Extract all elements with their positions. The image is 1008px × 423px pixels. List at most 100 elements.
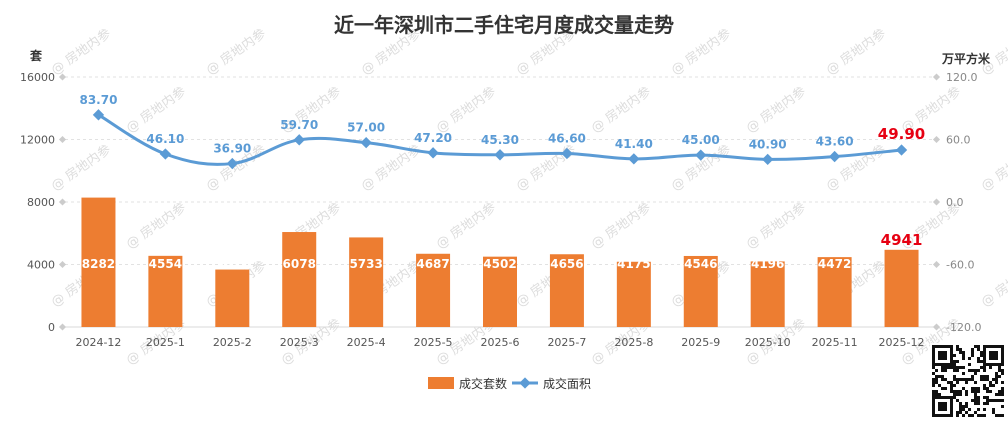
qr-module xyxy=(995,363,998,366)
qr-module xyxy=(944,396,947,399)
line-point xyxy=(360,136,372,149)
qr-module xyxy=(971,390,974,393)
line-value-label: 46.10 xyxy=(146,132,184,146)
legend-label-bar: 成交套数 xyxy=(459,376,507,391)
x-tick-label: 2025-7 xyxy=(547,336,586,349)
qr-module xyxy=(992,363,995,366)
qr-module xyxy=(947,366,950,369)
qr-module xyxy=(983,357,986,360)
qr-module xyxy=(980,414,983,417)
qr-module xyxy=(932,378,935,381)
line-point xyxy=(762,153,774,166)
qr-module xyxy=(932,360,935,363)
bar xyxy=(750,261,785,327)
qr-module xyxy=(962,357,965,360)
qr-module xyxy=(941,378,944,381)
qr-module xyxy=(962,387,965,390)
qr-module xyxy=(941,405,944,408)
qr-module xyxy=(950,396,953,399)
tick-marker xyxy=(932,135,941,144)
qr-module xyxy=(983,369,986,372)
qr-module xyxy=(950,363,953,366)
line-point xyxy=(293,134,305,146)
right-axis-unit: 万平方米 xyxy=(941,51,991,66)
bar-value-label: 5733 xyxy=(349,257,382,271)
qr-module xyxy=(962,408,965,411)
bar-value-label: 4687 xyxy=(416,257,449,271)
qr-module xyxy=(959,351,962,354)
qr-module xyxy=(953,384,956,387)
x-tick-label: 2025-11 xyxy=(812,336,858,349)
line-value-label: 36.90 xyxy=(213,142,251,156)
qr-module xyxy=(932,390,935,393)
qr-module xyxy=(989,357,992,360)
qr-module xyxy=(986,345,989,348)
qr-module xyxy=(965,378,968,381)
qr-module xyxy=(995,378,998,381)
qr-module xyxy=(962,414,965,417)
qr-module xyxy=(992,408,995,411)
qr-module xyxy=(944,351,947,354)
bar-value-label: 4546 xyxy=(684,257,717,271)
qr-module xyxy=(950,384,953,387)
watermark-text: @ 房地内参 xyxy=(978,142,1008,195)
qr-module xyxy=(1001,399,1004,402)
qr-module xyxy=(971,369,974,372)
tick-marker xyxy=(932,198,941,206)
line-value-label: 57.00 xyxy=(347,121,385,135)
qr-module xyxy=(959,405,962,408)
qr-module xyxy=(1001,363,1004,366)
qr-module xyxy=(932,384,935,387)
qr-module xyxy=(947,414,950,417)
qr-module xyxy=(992,351,995,354)
qr-module xyxy=(962,351,965,354)
qr-module xyxy=(938,405,941,408)
qr-module xyxy=(950,405,953,408)
watermark-text: @ 房地内参 xyxy=(123,84,189,137)
qr-module xyxy=(977,414,980,417)
bar-value-label: 4196 xyxy=(751,257,784,271)
qr-module xyxy=(989,363,992,366)
qr-module xyxy=(989,366,992,369)
line-point xyxy=(561,147,573,160)
qr-module xyxy=(962,378,965,381)
bar xyxy=(683,255,718,327)
qr-module xyxy=(992,411,995,414)
qr-module xyxy=(953,378,956,381)
qr-module xyxy=(962,366,965,369)
line-value-label: 46.60 xyxy=(548,131,586,145)
qr-module xyxy=(974,402,977,405)
qr-module xyxy=(977,390,980,393)
qr-module xyxy=(965,381,968,384)
qr-module xyxy=(977,408,980,411)
bar-value-label: 4472 xyxy=(818,257,851,271)
qr-module xyxy=(983,408,986,411)
qr-module xyxy=(1001,354,1004,357)
qr-module xyxy=(992,345,995,348)
qr-module xyxy=(983,384,986,387)
qr-module xyxy=(956,414,959,417)
line-point xyxy=(494,149,506,161)
qr-module xyxy=(974,411,977,414)
qr-module xyxy=(941,363,944,366)
qr-module xyxy=(977,369,980,372)
qr-module xyxy=(947,396,950,399)
qr-module xyxy=(968,378,971,381)
qr-module xyxy=(968,408,971,411)
qr-module xyxy=(944,357,947,360)
qr-module xyxy=(1001,393,1004,396)
qr-module xyxy=(941,387,944,390)
qr-module xyxy=(932,399,935,402)
qr-module xyxy=(956,366,959,369)
qr-module xyxy=(986,387,989,390)
qr-module xyxy=(983,414,986,417)
qr-module xyxy=(974,372,977,375)
line-point xyxy=(427,147,439,159)
qr-module xyxy=(1001,381,1004,384)
line-value-label: 40.90 xyxy=(749,137,787,151)
bar xyxy=(884,249,919,327)
qr-module xyxy=(977,402,980,405)
qr-module xyxy=(995,414,998,417)
qr-module xyxy=(968,357,971,360)
line-point xyxy=(628,153,640,165)
